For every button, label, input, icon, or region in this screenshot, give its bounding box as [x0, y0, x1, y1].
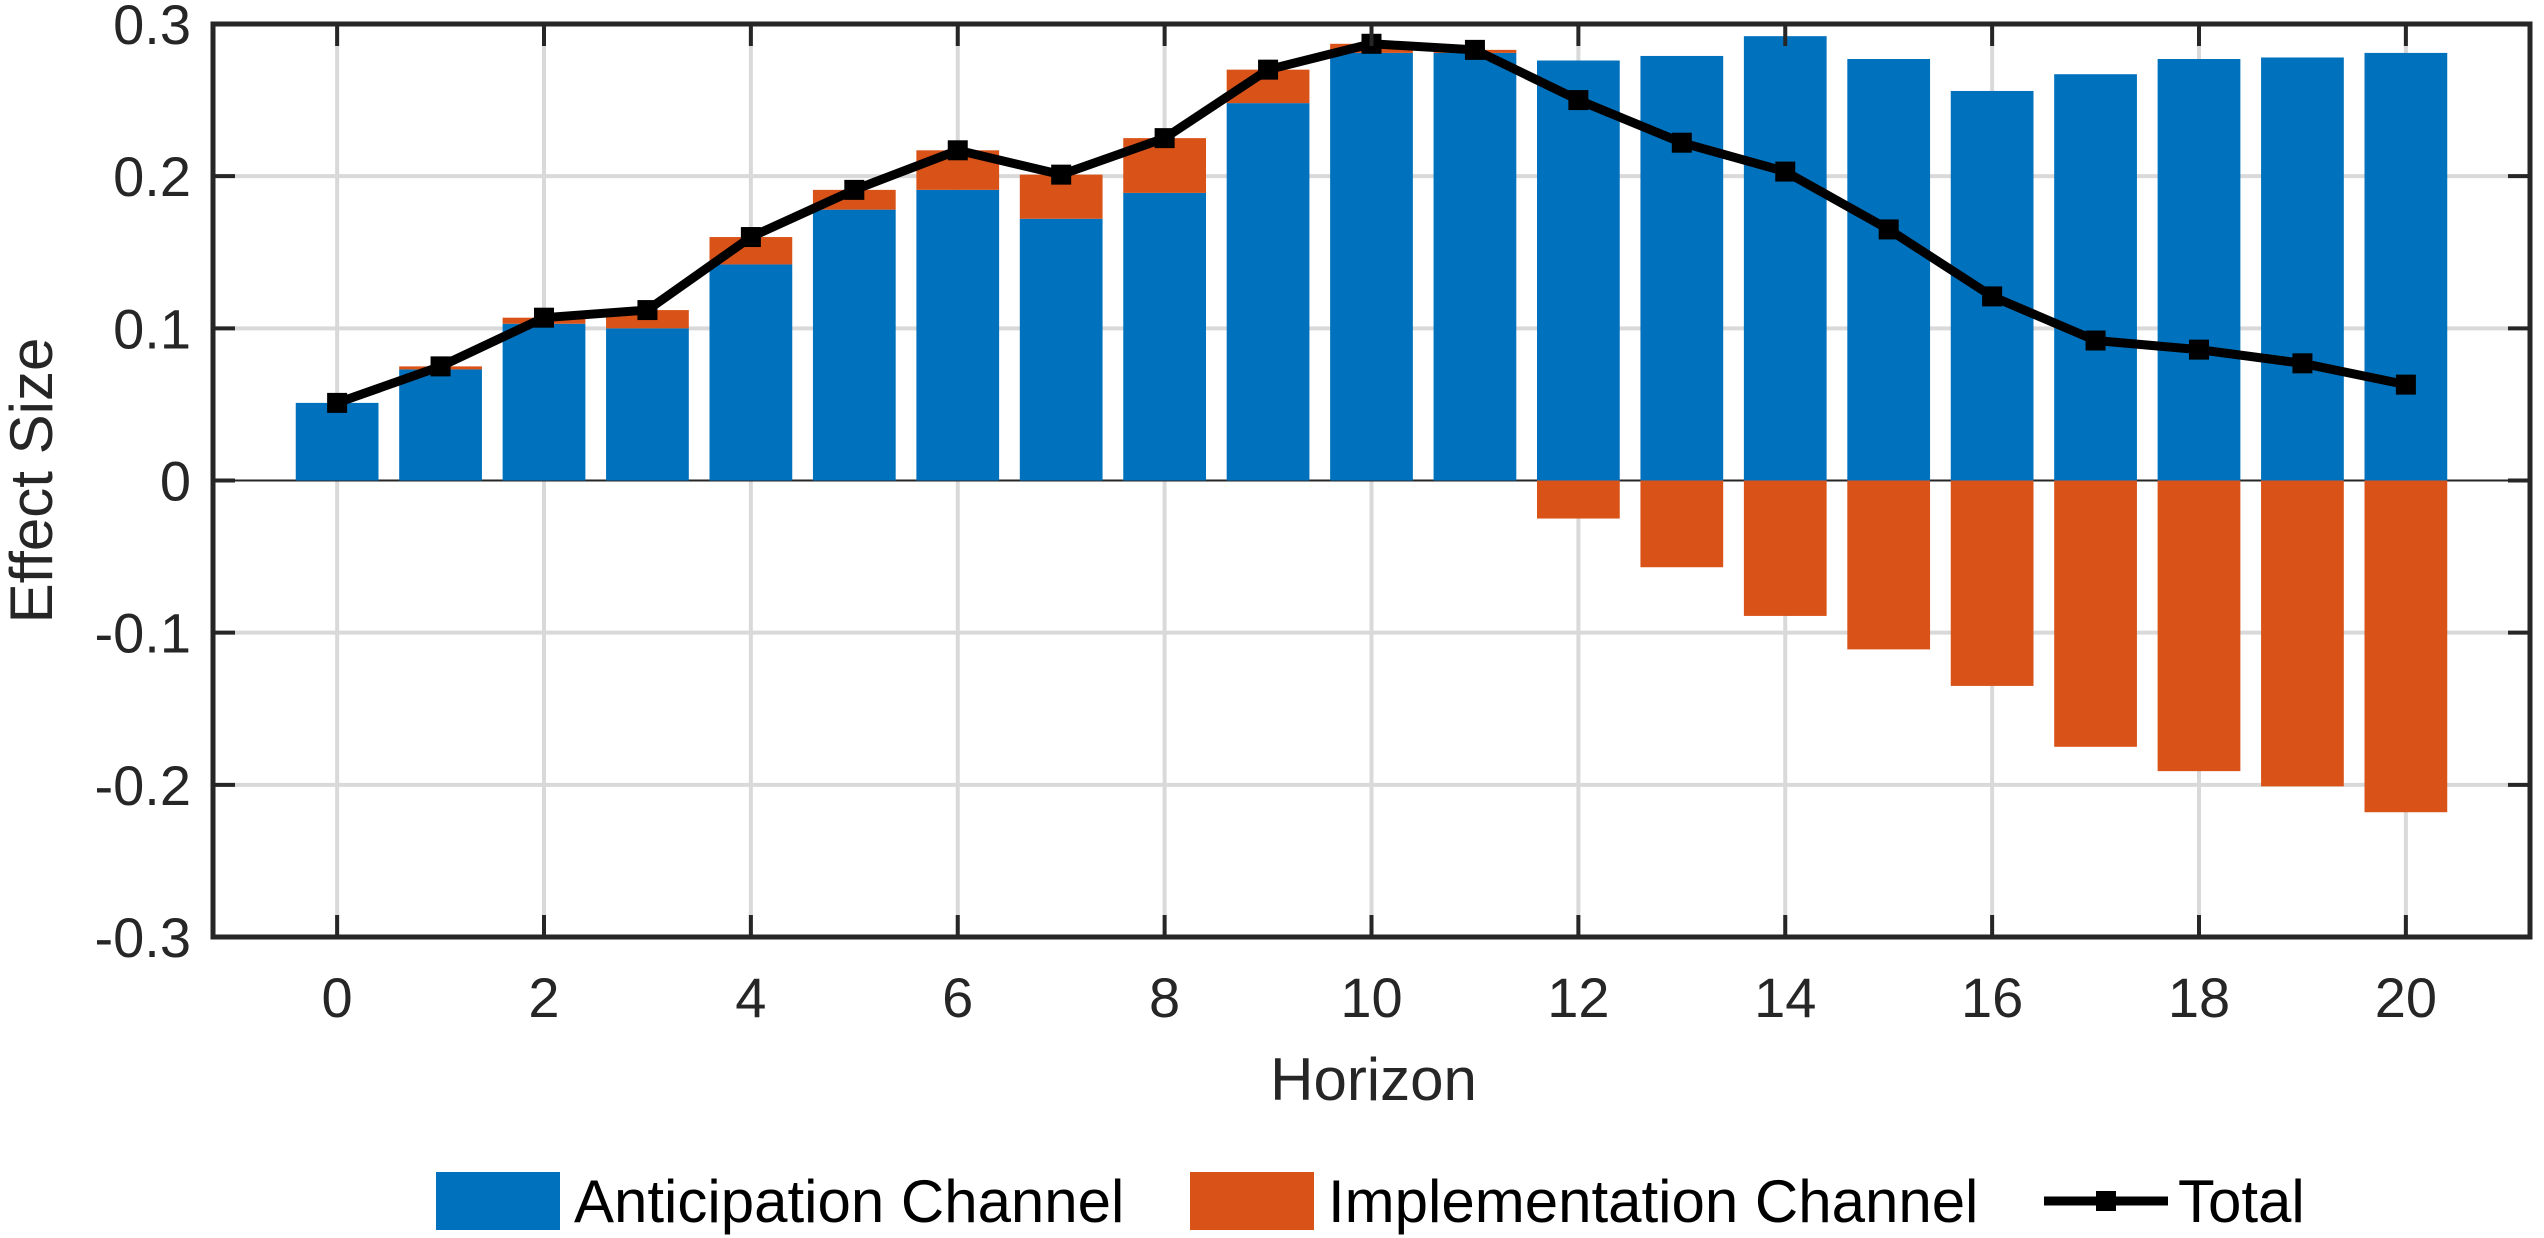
implementation-bar: [1640, 480, 1724, 568]
anticipation-bar: [1950, 90, 2034, 481]
total-point: [327, 392, 348, 413]
x-tick-label: 0: [322, 966, 353, 1029]
implementation-bar: [2157, 480, 2241, 772]
x-tick-label: 2: [528, 966, 559, 1029]
legend-label-implementation: Implementation Channel: [1328, 1168, 1978, 1235]
x-tick-label: 20: [2375, 966, 2437, 1029]
implementation-bar: [2364, 480, 2448, 813]
y-tick-label: -0.1: [95, 602, 192, 665]
total-point: [1568, 90, 1589, 111]
legend-swatch-implementation: [1190, 1172, 1314, 1230]
x-tick-label: 14: [1754, 966, 1816, 1029]
anticipation-bar: [1123, 192, 1206, 481]
y-tick-label: 0.2: [113, 145, 191, 208]
total-point: [1982, 286, 2003, 307]
total-point: [947, 140, 968, 161]
legend-swatch-anticipation: [436, 1172, 560, 1230]
total-point: [534, 307, 554, 328]
total-point: [2189, 339, 2209, 360]
anticipation-bar: [709, 264, 793, 481]
legend-swatch-total-marker: [2096, 1191, 2116, 1211]
anticipation-bar: [1640, 55, 1724, 481]
implementation-bar: [1950, 480, 2034, 686]
total-point: [430, 356, 451, 377]
axis-ticks: 0 2 4 6 8 10 12 14 16 18 20 -0.3 -0.2 -0.1 0 0.1 0.2 0.3: [95, 0, 2530, 1029]
implementation-bar: [2261, 480, 2344, 787]
anticipation-bar: [2157, 58, 2241, 481]
total-point: [740, 227, 761, 248]
x-axis-label: Horizon: [1270, 1046, 1477, 1113]
total-point: [1671, 132, 1692, 153]
x-tick-label: 4: [735, 966, 766, 1029]
anticipation-bar: [1330, 52, 1413, 481]
y-tick-label: 0: [160, 450, 191, 513]
total-point: [1464, 39, 1485, 60]
implementation-bar: [1537, 480, 1620, 519]
total-point: [637, 300, 658, 321]
y-tick-label: -0.2: [95, 754, 192, 817]
x-tick-label: 18: [2168, 966, 2230, 1029]
anticipation-bar: [916, 189, 1000, 481]
anticipation-bar: [1433, 52, 1517, 481]
total-point: [1258, 59, 1279, 80]
x-tick-label: 8: [1149, 966, 1180, 1029]
anticipation-bar: [2261, 57, 2344, 481]
anticipation-bar: [2364, 52, 2448, 481]
implementation-bar: [1743, 480, 1827, 616]
implementation-bar: [1847, 480, 1931, 650]
legend-label-anticipation: Anticipation Channel: [574, 1168, 1124, 1235]
anticipation-bar: [606, 328, 689, 481]
y-tick-label: -0.3: [95, 906, 192, 969]
total-point: [1051, 164, 1072, 185]
implementation-bar: [2054, 480, 2137, 747]
anticipation-bar: [2054, 74, 2137, 481]
total-point: [1775, 161, 1796, 182]
legend-label-total: Total: [2178, 1168, 2305, 1235]
x-tick-label: 16: [1961, 966, 2023, 1029]
anticipation-bar: [502, 323, 586, 481]
anticipation-bar: [1019, 218, 1103, 481]
total-point: [1878, 219, 1899, 240]
anticipation-bar: [1847, 58, 1931, 481]
y-axis-label: Effect Size: [0, 338, 65, 624]
anticipation-bar: [295, 402, 379, 481]
anticipation-bar: [812, 209, 896, 481]
total-point: [844, 179, 865, 200]
legend: Anticipation Channel Implementation Chan…: [436, 1168, 2305, 1235]
x-tick-label: 10: [1340, 966, 1402, 1029]
total-point: [2292, 353, 2313, 374]
anticipation-bar: [399, 369, 482, 481]
anticipation-bar: [1743, 36, 1827, 481]
y-tick-label: 0.3: [113, 0, 191, 56]
bars: [295, 36, 2448, 813]
anticipation-bar: [1226, 103, 1310, 481]
total-point: [2085, 330, 2106, 351]
total-point: [2395, 374, 2416, 395]
x-tick-label: 12: [1547, 966, 1609, 1029]
anticipation-bar: [1537, 60, 1620, 481]
total-point: [1154, 128, 1175, 149]
y-tick-label: 0.1: [113, 297, 191, 360]
x-tick-label: 6: [942, 966, 973, 1029]
